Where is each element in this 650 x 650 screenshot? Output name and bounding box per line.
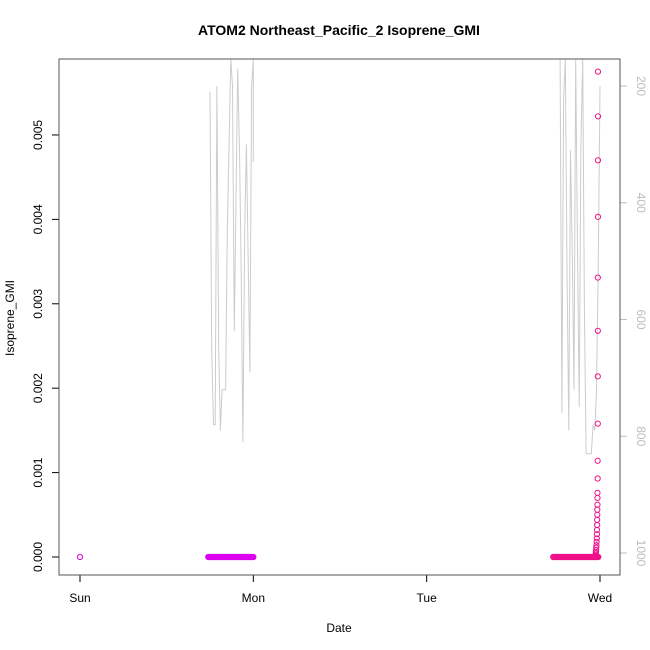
data-point <box>594 489 601 496</box>
x-tick-label: Sun <box>69 591 90 605</box>
line-segment <box>559 58 601 455</box>
right-tick-label: 400 <box>634 193 648 213</box>
data-point <box>594 213 602 220</box>
data-point <box>593 538 600 545</box>
x-axis-label: Date <box>326 621 352 635</box>
data-point <box>594 157 602 164</box>
data-point <box>594 516 601 523</box>
y-tick-label: 0.004 <box>31 204 45 234</box>
y-axis-label: Isoprene_GMI <box>3 280 17 356</box>
line-segment <box>209 58 254 443</box>
x-tick-label: Tue <box>417 591 438 605</box>
axes: Sun Mon Tue Wed 0.000 0.001 0.002 0.003 0.004 0.0… <box>31 76 648 605</box>
right-tick-label: 1000 <box>634 540 648 567</box>
x-tick-label: Mon <box>242 591 265 605</box>
x-tick-label: Wed <box>588 591 612 605</box>
data-point <box>594 327 601 334</box>
y-tick-label: 0.005 <box>31 120 45 150</box>
data-point <box>594 506 601 513</box>
y-tick-label: 0.000 <box>31 542 45 572</box>
data-point <box>594 373 601 380</box>
data-point <box>594 274 601 281</box>
chart-title: ATOM2 Northeast_Pacific_2 Isoprene_GMI <box>198 22 480 38</box>
data-point <box>593 531 601 538</box>
point-series <box>76 68 602 561</box>
right-axis-line-series <box>209 58 601 455</box>
data-point <box>594 521 601 529</box>
data-point <box>593 542 600 549</box>
data-point <box>250 553 257 561</box>
data-point <box>594 475 601 482</box>
data-point <box>594 113 602 120</box>
right-tick-label: 200 <box>634 76 648 96</box>
right-tick-label: 600 <box>634 309 648 329</box>
data-point <box>594 420 601 427</box>
data-point <box>76 553 84 561</box>
data-point <box>594 501 601 508</box>
y-tick-label: 0.002 <box>31 373 45 403</box>
y-tick-label: 0.001 <box>31 457 45 487</box>
data-point <box>594 511 601 518</box>
data-point <box>593 544 600 551</box>
plot-frame <box>58 58 621 576</box>
data-point <box>593 535 600 542</box>
data-point <box>594 457 601 464</box>
y-tick-label: 0.003 <box>31 288 45 318</box>
data-point <box>594 494 601 502</box>
data-point <box>594 68 602 75</box>
right-tick-label: 800 <box>634 426 648 446</box>
